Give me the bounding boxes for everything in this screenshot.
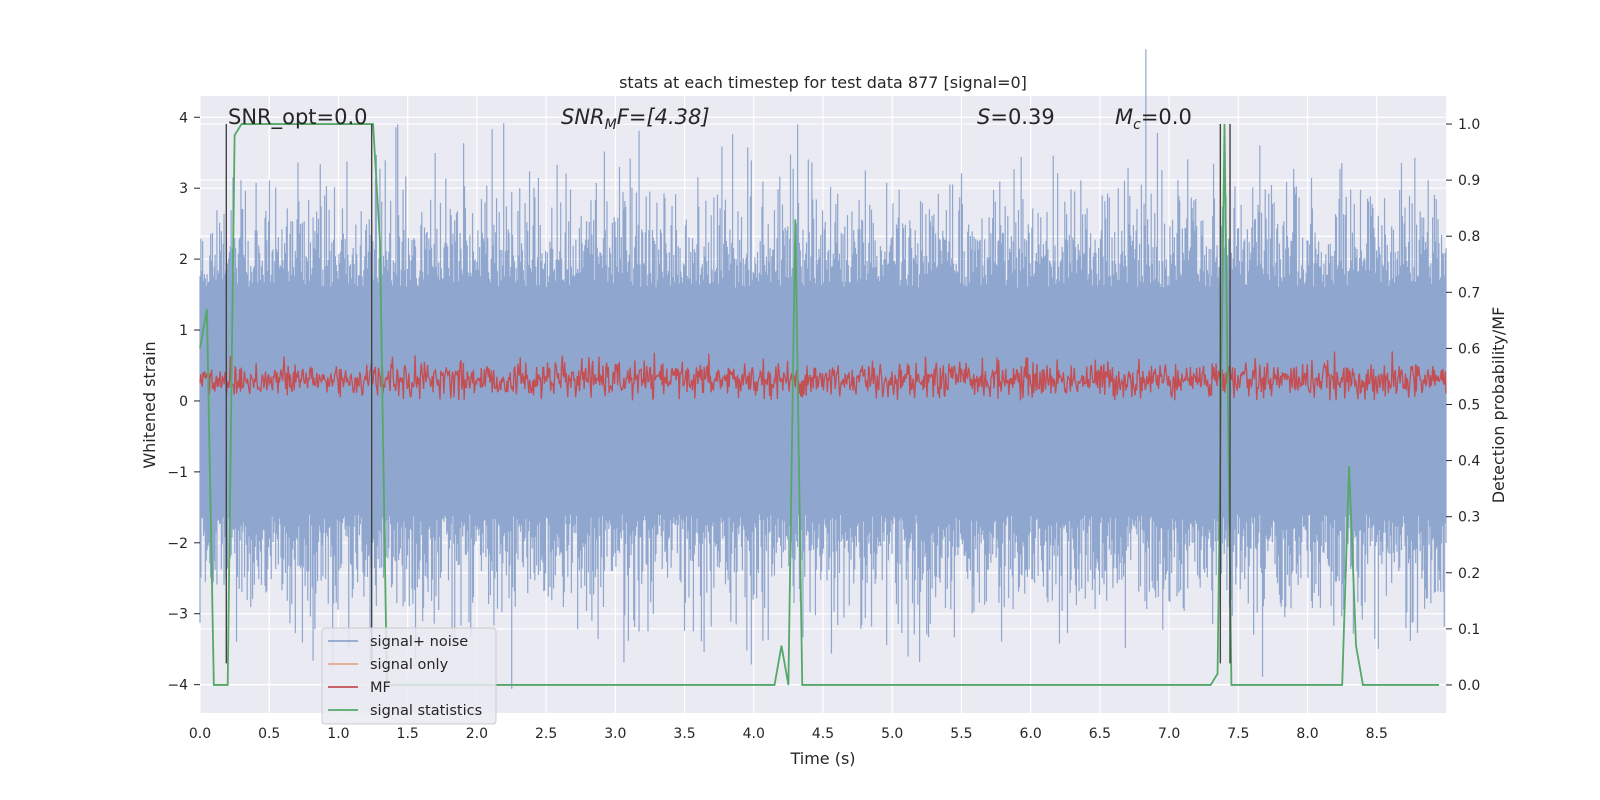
series-signal-noise: [199, 49, 1447, 689]
annotation-snr-opt: SNR_opt=0.0: [228, 105, 368, 130]
annotation-mc-value: =0.0: [1141, 105, 1192, 129]
y2-tick-label: 0.3: [1458, 510, 1480, 526]
annotation-mc: Mc=0.0: [1115, 105, 1192, 133]
legend-label-mf: MF: [370, 680, 391, 696]
y2-tick-label: 0.6: [1458, 341, 1480, 357]
legend-label-signal-noise: signal+ noise: [370, 634, 468, 650]
y-tick-label: −4: [167, 678, 188, 694]
x-tick-label: 2.5: [535, 726, 557, 742]
y-tick-label: −2: [167, 536, 188, 552]
y2-tick-label: 0.5: [1458, 398, 1480, 414]
annotation-snr-mf-value: F=[4.38]: [617, 105, 710, 129]
y2-tick-label: 0.7: [1458, 285, 1480, 301]
y2-tick-label: 0.4: [1458, 454, 1480, 470]
annotation-mc-label: M: [1115, 105, 1133, 129]
y-tick-label: −3: [167, 607, 188, 623]
signal-noise-line: [199, 49, 1447, 689]
y-tick-label: 3: [179, 181, 188, 197]
x-axis-label: Time (s): [789, 749, 855, 768]
legend-label-signal-only: signal only: [370, 657, 449, 673]
y2-tick-label: 1.0: [1458, 117, 1480, 133]
chart-title: stats at each timestep for test data 877…: [619, 73, 1027, 92]
series-signal-statistics: [199, 123, 1440, 686]
y-axis-ticks: −4 −3 −2 −1 0 1 2 3 4: [167, 110, 200, 694]
x-axis-ticks: 0.0 0.5 1.0 1.5 2.0 2.5 3.0 3.5 4.0 4.5 5.0 5.5 6.0 6…: [189, 726, 1388, 742]
y-axis-label: Whitened strain: [140, 341, 159, 468]
x-tick-label: 4.0: [743, 726, 765, 742]
y2-tick-label: 0.0: [1458, 678, 1480, 694]
annotation-snr-mf-sub: M: [605, 117, 617, 133]
legend-box: [321, 627, 497, 725]
y-tick-label: 2: [179, 252, 188, 268]
x-tick-label: 3.0: [604, 726, 626, 742]
x-tick-label: 1.0: [327, 726, 349, 742]
signal-statistics-line: [199, 123, 1440, 686]
y2-tick-label: 0.1: [1458, 622, 1480, 638]
y-tick-label: 1: [179, 323, 188, 339]
y-tick-label: −1: [167, 465, 188, 481]
x-tick-label: 8.0: [1296, 726, 1318, 742]
x-tick-label: 2.0: [466, 726, 488, 742]
x-tick-label: 5.5: [950, 726, 972, 742]
y-tick-label: 0: [179, 394, 188, 410]
x-tick-label: 0.0: [189, 726, 211, 742]
legend-label-signal-statistics: signal statistics: [370, 703, 482, 719]
x-tick-label: 3.5: [673, 726, 695, 742]
x-tick-label: 7.0: [1158, 726, 1180, 742]
y2-tick-label: 0.2: [1458, 566, 1480, 582]
annotation-s-value: =0.39: [990, 105, 1054, 129]
annotation-s: S=0.39: [977, 105, 1055, 129]
x-tick-label: 7.5: [1227, 726, 1249, 742]
x-tick-label: 6.5: [1089, 726, 1111, 742]
x-tick-label: 0.5: [258, 726, 280, 742]
y-tick-label: 4: [179, 110, 188, 126]
legend: signal+ noise signal only MF signal stat…: [321, 627, 497, 725]
y2-axis-label: Detection probability/MF: [1489, 307, 1508, 504]
annotation-s-label: S: [977, 105, 990, 129]
series-mf: [199, 351, 1447, 401]
mf-line: [199, 351, 1447, 401]
y2-tick-label: 0.8: [1458, 229, 1480, 245]
annotation-snr-mf-label: SNR: [561, 105, 605, 129]
x-tick-label: 8.5: [1366, 726, 1388, 742]
annotation-snr-mf: SNRMF=[4.38]: [561, 105, 710, 133]
x-tick-label: 1.5: [397, 726, 419, 742]
x-tick-label: 5.0: [881, 726, 903, 742]
y2-tick-label: 0.9: [1458, 173, 1480, 189]
y2-axis-ticks: 0.0 0.1 0.2 0.3 0.4 0.5 0.6 0.7 0.8 0.9 1.0: [1446, 117, 1480, 694]
vertical-markers: [225, 124, 1231, 664]
annotation-mc-sub: c: [1133, 117, 1141, 133]
x-tick-label: 6.0: [1020, 726, 1042, 742]
x-tick-label: 4.5: [812, 726, 834, 742]
